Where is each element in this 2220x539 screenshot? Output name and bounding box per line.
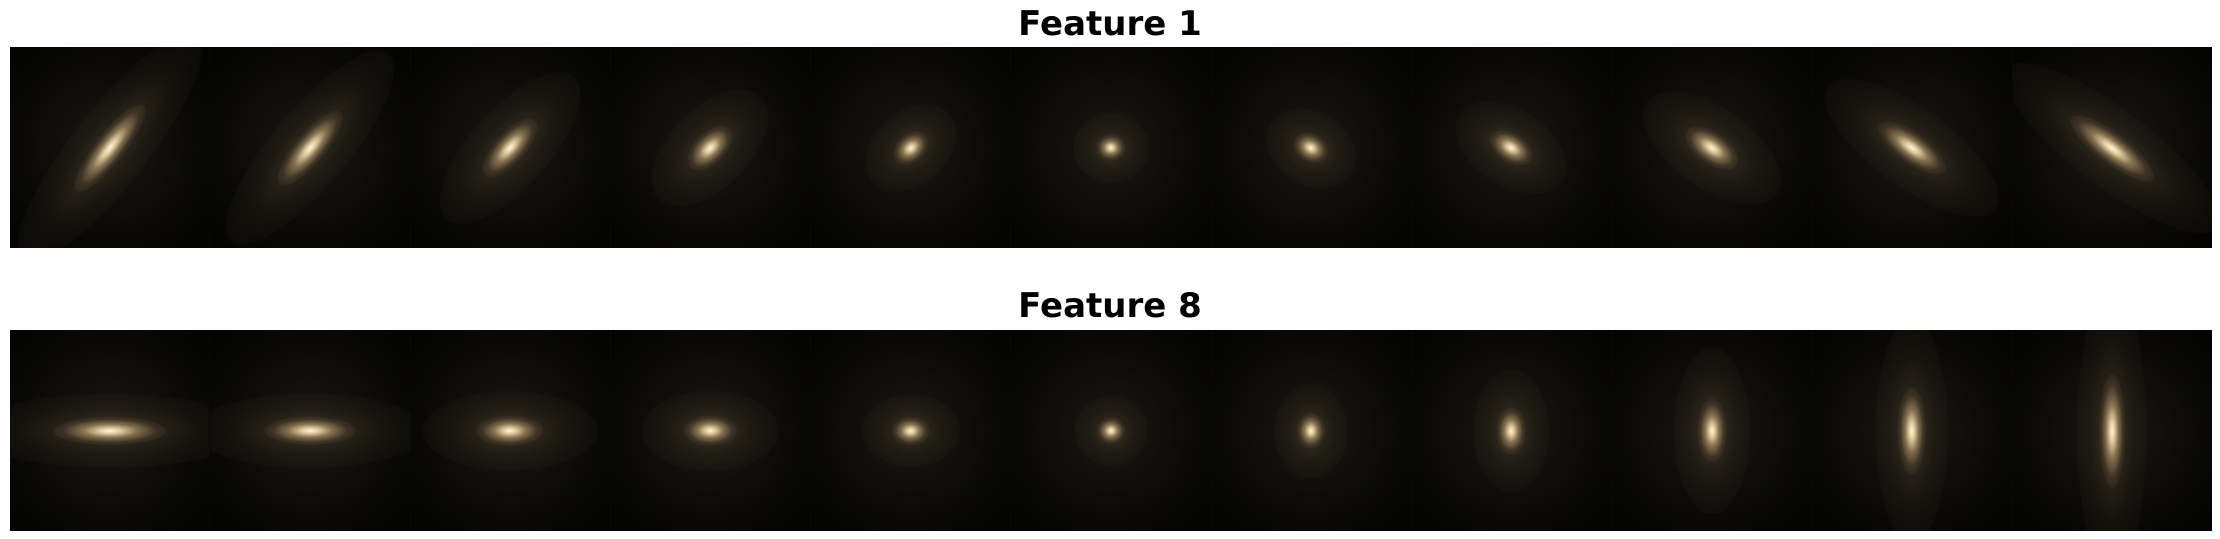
galaxy-core (1096, 134, 1126, 161)
galaxy-image-panel (1011, 330, 1212, 531)
galaxy-image-panel (410, 47, 611, 248)
galaxy-core (891, 416, 930, 445)
galaxy-image-panel (1211, 47, 1412, 248)
galaxy-image-panel (1612, 330, 1813, 531)
feature-1-title: Feature 1 (1018, 4, 1202, 44)
galaxy-core (1297, 412, 1326, 449)
galaxy-core (52, 416, 167, 445)
galaxy-core (264, 416, 356, 445)
galaxy-core (1496, 406, 1527, 455)
galaxy-image-panel (1812, 47, 2013, 248)
galaxy-image-panel (1411, 47, 1613, 248)
galaxy-image-panel (1211, 330, 1412, 531)
galaxy-image-panel (410, 330, 611, 531)
galaxy-image-panel (1812, 330, 2013, 531)
galaxy-image-panel (811, 47, 1012, 248)
galaxy-core (684, 415, 737, 446)
galaxy-image-panel (2012, 47, 2212, 248)
galaxy-core (2099, 373, 2126, 488)
feature-1-image-strip (10, 47, 2212, 248)
galaxy-core (1697, 398, 1727, 463)
galaxy-core (476, 415, 544, 446)
galaxy-image-panel (210, 330, 411, 531)
galaxy-image-panel (1011, 47, 1212, 248)
galaxy-core (1096, 417, 1125, 444)
galaxy-image-panel (1411, 330, 1613, 531)
galaxy-image-panel (811, 330, 1012, 531)
feature-8-image-strip (10, 330, 2212, 531)
galaxy-core (1898, 386, 1926, 475)
galaxy-image-panel (1612, 47, 1813, 248)
galaxy-image-panel (210, 47, 411, 248)
feature-8-title: Feature 8 (1018, 286, 1202, 326)
galaxy-image-panel (610, 47, 812, 248)
galaxy-image-panel (610, 330, 812, 531)
galaxy-image-panel (2012, 330, 2212, 531)
galaxy-image-panel (10, 47, 211, 248)
galaxy-image-panel (10, 330, 211, 531)
